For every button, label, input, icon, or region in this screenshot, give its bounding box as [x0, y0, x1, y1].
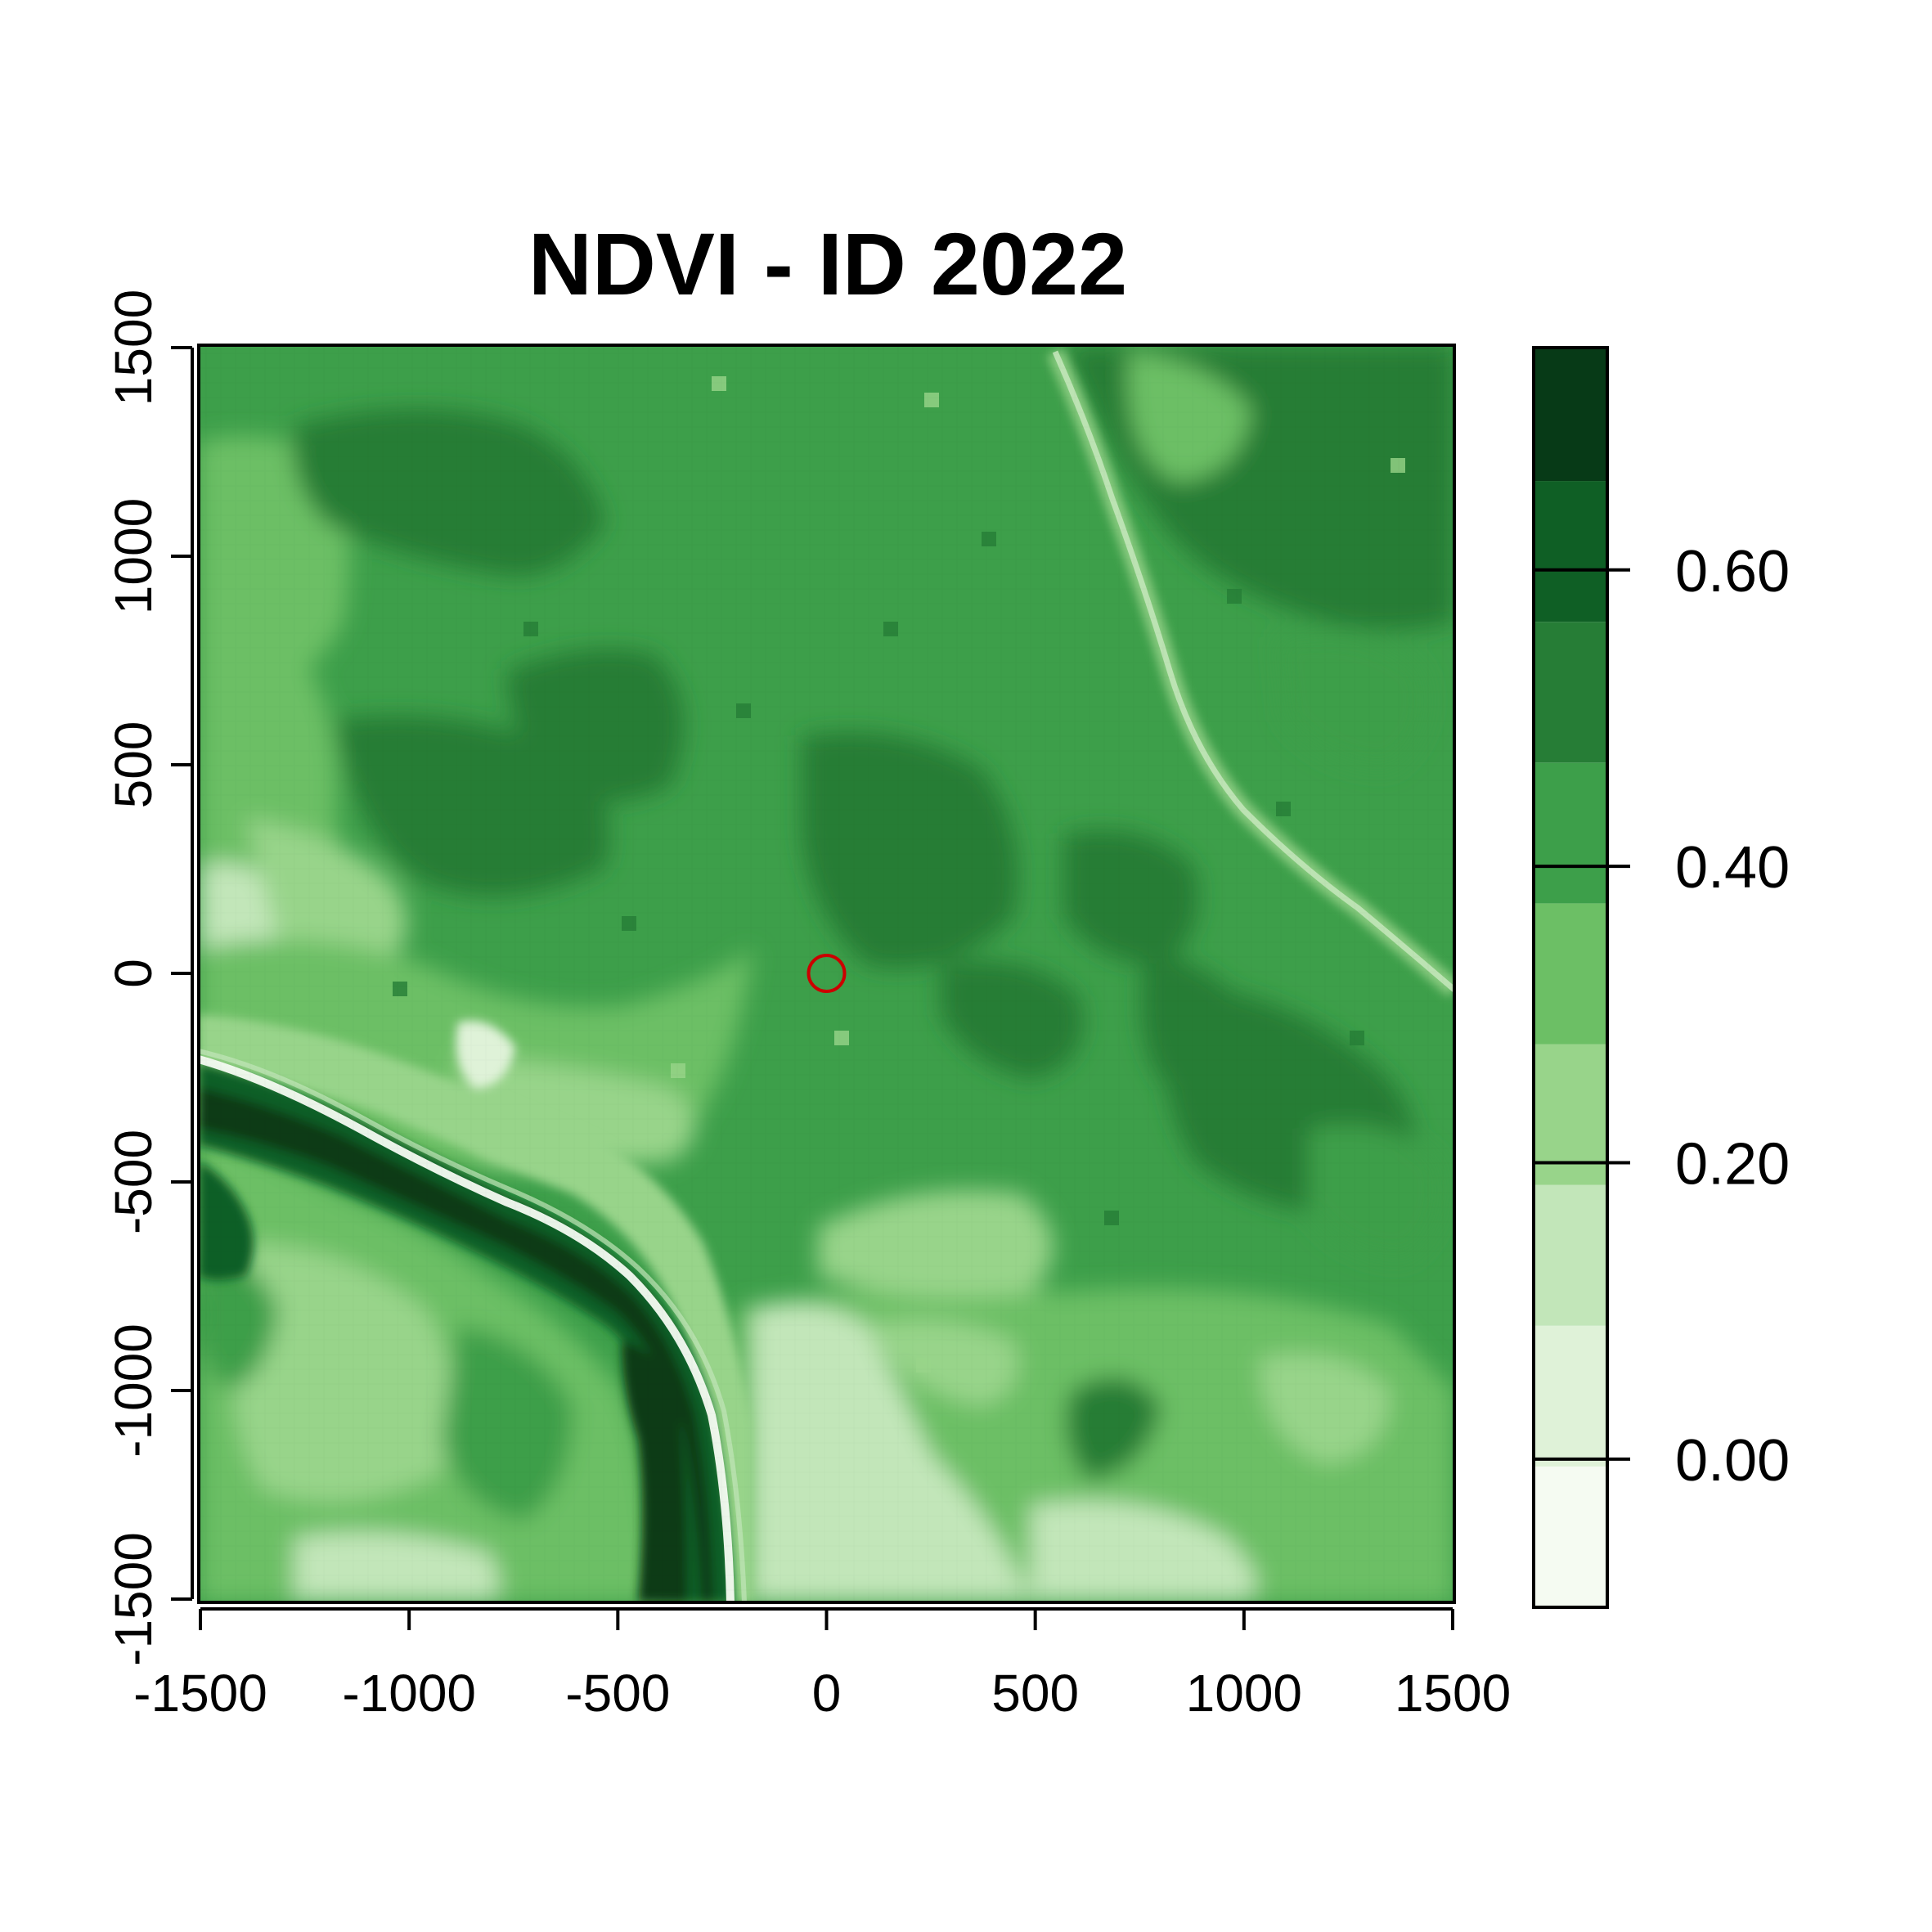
colorbar-band — [1534, 622, 1607, 763]
x-tick-label: 1500 — [1395, 1664, 1511, 1723]
x-tick-label: 1000 — [1186, 1664, 1302, 1723]
x-tick-label: -1000 — [342, 1664, 476, 1723]
y-tick-label: 1000 — [104, 498, 163, 614]
colorbar: 0.00 0.20 0.40 0.60 — [1532, 346, 1790, 1609]
y-tick-label: 0 — [104, 959, 163, 988]
plot-frame — [197, 344, 1456, 1604]
site-marker — [806, 954, 847, 993]
y-tick-label: -1000 — [104, 1323, 163, 1458]
x-tick-label: 0 — [812, 1664, 842, 1723]
colorbar-band — [1534, 348, 1607, 482]
y-tick-label: 1500 — [104, 290, 163, 406]
colorbar-band — [1534, 1325, 1607, 1467]
y-tick-label: -500 — [104, 1130, 163, 1234]
colorbar-band — [1534, 762, 1607, 904]
colorbar-tick-label: 0.60 — [1675, 539, 1790, 604]
chart-title: NDVI - ID 2022 — [528, 214, 1127, 313]
colorbar-band — [1534, 481, 1607, 622]
colorbar-band — [1534, 1184, 1607, 1326]
y-axis: -1500 -1000 -500 0 500 1000 1500 — [104, 290, 194, 1666]
x-tick-label: -1500 — [133, 1664, 267, 1723]
colorbar-band — [1534, 1466, 1607, 1607]
colorbar-frame — [1532, 346, 1609, 1609]
y-tick-label: 500 — [104, 721, 163, 809]
colorbar-tick-label: 0.00 — [1675, 1428, 1790, 1494]
colorbar-tick-label: 0.40 — [1675, 835, 1790, 901]
colorbar-band — [1534, 903, 1607, 1045]
x-tick-label: 500 — [991, 1664, 1079, 1723]
x-axis: -1500 -1000 -500 0 500 1000 1500 — [133, 1607, 1511, 1723]
ndvi-raster — [199, 345, 1454, 1602]
y-tick-label: -1500 — [104, 1532, 163, 1666]
colorbar-tick-label: 0.20 — [1675, 1131, 1790, 1197]
x-tick-label: -500 — [565, 1664, 670, 1723]
